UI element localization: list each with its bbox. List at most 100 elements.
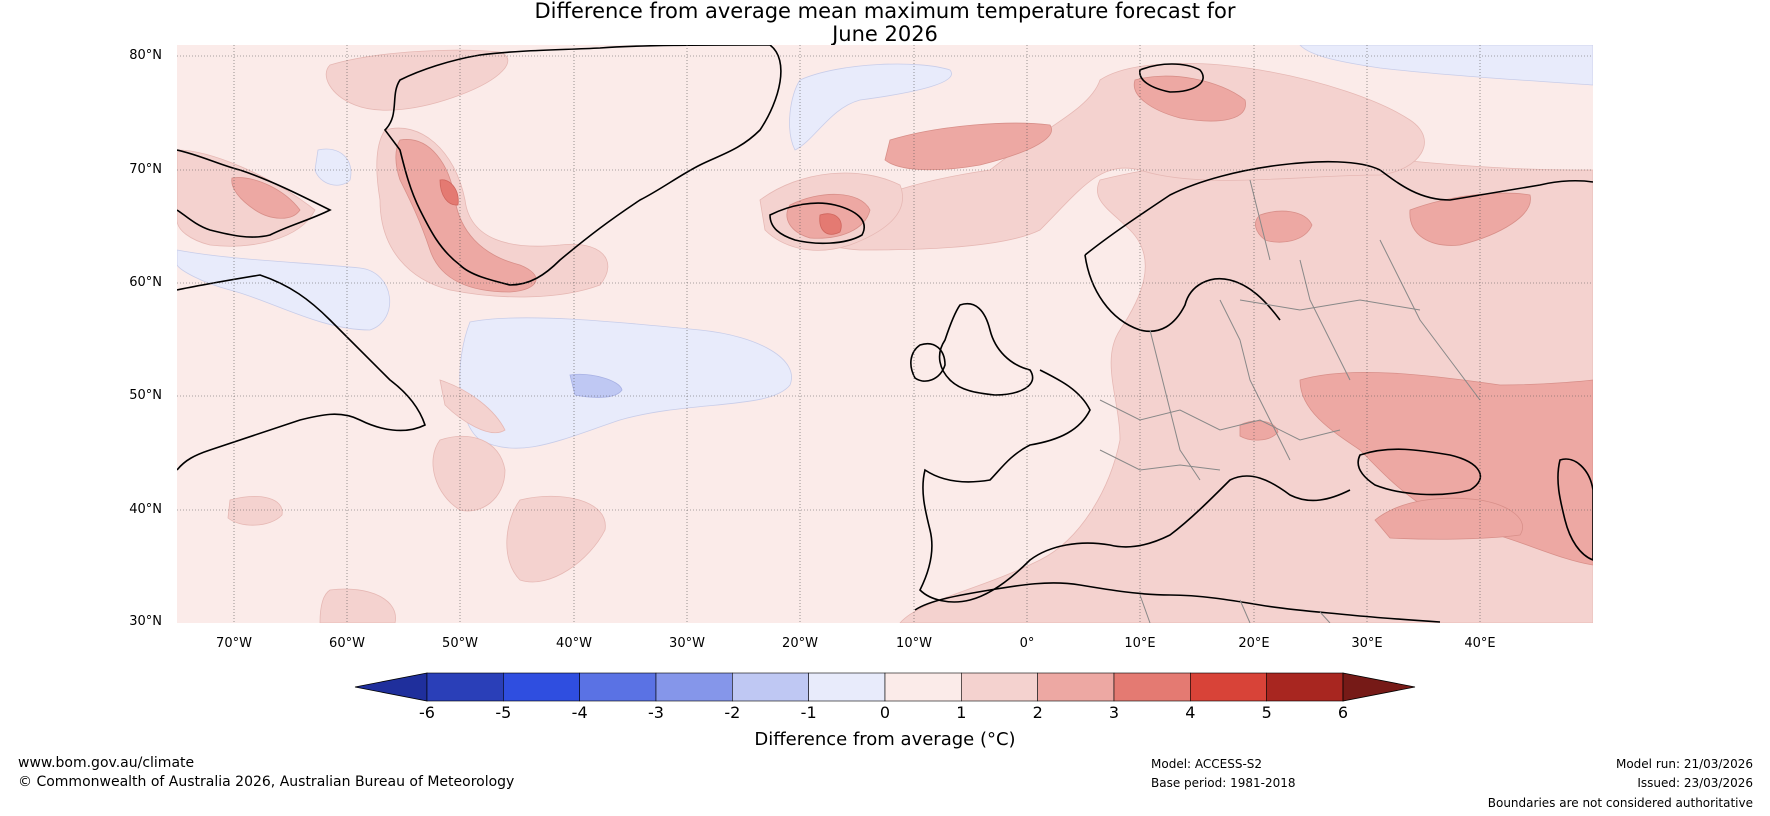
- anomaly-region-warmer-white-sea: [1409, 192, 1531, 246]
- colorbar-cell--5-to--4: [503, 672, 580, 702]
- footer-base-period: Base period: 1981-2018: [1151, 776, 1296, 790]
- country-borders: [1099, 179, 1481, 623]
- colorbar-tick-label: -3: [648, 703, 664, 722]
- colorbar-cell--4-to--3: [579, 672, 657, 702]
- coastline-africa: [914, 582, 1441, 623]
- anomaly-region-warm-nova-scotia: [439, 379, 506, 434]
- anomaly-region-cool-labrador: [177, 249, 391, 331]
- colorbar-cell-3-to-4: [1113, 672, 1191, 702]
- anomaly-region-cool-fram: [789, 63, 952, 151]
- lon-label-10e: 10°E: [1124, 636, 1156, 651]
- footer-website: www.bom.gov.au/climate: [18, 755, 195, 771]
- colorbar-arrow-high: [1342, 672, 1416, 702]
- colorbar-arrow-low: [354, 672, 428, 702]
- colorbar-cell--2-to--1: [732, 672, 809, 702]
- colorbar-cell--1-to-0: [808, 672, 886, 702]
- colorbar-tick-label: -5: [495, 703, 512, 722]
- lon-label-10w: 10°W: [896, 636, 932, 651]
- anomaly-region-warm-bermuda: [227, 496, 283, 526]
- lon-label-30e: 30°E: [1351, 636, 1383, 651]
- anomaly-region-warmer-finland: [1255, 210, 1313, 243]
- lon-label-70w: 70°W: [216, 636, 252, 651]
- coastline-scandinavia: [1084, 254, 1281, 332]
- colorbar-tick-label: -2: [724, 703, 741, 722]
- graticule: [177, 45, 1593, 623]
- lon-label-60w: 60°W: [329, 636, 365, 651]
- anomaly-region-warm-mid-atlantic-2: [506, 495, 606, 583]
- lat-label-40n: 40°N: [129, 502, 162, 517]
- colorbar-tick-label: -6: [419, 703, 435, 722]
- anomaly-region-warmer-svalbard: [1133, 75, 1246, 122]
- footer-disclaimer: Boundaries are not considered authoritat…: [1487, 796, 1753, 810]
- colorbar-tick-label: 4: [1185, 703, 1196, 722]
- lon-label-20w: 20°W: [782, 636, 818, 651]
- anomaly-region-hot-iceland: [819, 213, 842, 235]
- colorbar-title: Difference from average (°C): [754, 729, 1016, 750]
- colorbar-cell-0-to-1: [884, 672, 962, 702]
- lon-label-20e: 20°E: [1238, 636, 1270, 651]
- border-africa: [1139, 594, 1331, 623]
- coastlines: [177, 45, 1593, 623]
- footer-model-run: Model run: 21/03/2026: [1615, 757, 1753, 771]
- coastline-labrador: [177, 274, 426, 471]
- lon-label-40e: 40°E: [1464, 636, 1496, 651]
- lon-label-0: 0°: [1019, 636, 1035, 651]
- colorbar-tick-label: 5: [1261, 703, 1272, 722]
- coastline-black-sea: [1357, 448, 1482, 496]
- colorbar-tick-label: -1: [800, 703, 817, 722]
- border-europe-7: [1239, 299, 1421, 311]
- colorbar-tick-label: 3: [1108, 703, 1120, 722]
- title-line-1: Difference from average mean maximum tem…: [534, 0, 1236, 23]
- lat-label-60n: 60°N: [129, 275, 162, 290]
- anomaly-region-warm-sargasso: [319, 588, 396, 623]
- colorbar-tick-label: 1: [956, 703, 967, 722]
- colorbar-cell-5-to-6: [1266, 672, 1344, 702]
- title-line-2: June 2026: [832, 22, 938, 46]
- coastline-caspian: [1557, 458, 1593, 561]
- coastline-greenland: [383, 45, 782, 286]
- lat-label-30n: 30°N: [129, 614, 162, 629]
- coastline-baffin-island: [177, 149, 332, 238]
- colorbar-tick-label: -4: [571, 703, 588, 722]
- coastline-british-isles: [938, 303, 1034, 396]
- chart-title: Difference from average mean maximum tem…: [0, 0, 1770, 46]
- colorbar-tick-label: 2: [1032, 703, 1043, 722]
- lat-label-70n: 70°N: [129, 162, 162, 177]
- colorbar-cell-4-to-5: [1190, 672, 1267, 702]
- colorbar-cell-1-to-2: [961, 672, 1038, 702]
- anomaly-region-warm-mid-atlantic-1: [432, 435, 506, 512]
- colorbar-cell-2-to-3: [1037, 672, 1115, 702]
- lat-label-50n: 50°N: [129, 388, 162, 403]
- border-europe-6: [1379, 239, 1481, 401]
- anomaly-region-warmer-turkey: [1374, 497, 1523, 540]
- anomaly-region-cool-arctic: [1299, 45, 1593, 86]
- border-europe-3: [1219, 299, 1291, 461]
- anomaly-region-hot-greenland-coast: [439, 179, 459, 206]
- coastline-svalbard: [1139, 63, 1204, 93]
- coastline-ireland: [910, 343, 946, 382]
- anomaly-region-warmer-fram-strait: [884, 122, 1052, 171]
- anomaly-region-cool-baffin: [314, 148, 352, 186]
- colorbar-cell--3-to--2: [655, 672, 733, 702]
- colorbar: [354, 672, 1416, 702]
- footer-model: Model: ACCESS-S2: [1151, 757, 1263, 771]
- coastline-western-europe: [919, 369, 1351, 603]
- border-europe-4: [1299, 259, 1351, 381]
- lon-label-30w: 30°W: [669, 636, 705, 651]
- anomaly-region-warm-arctic-ocean: [325, 49, 509, 111]
- border-europe-2: [1149, 329, 1201, 481]
- footer-issued: Issued: 23/03/2026: [1637, 776, 1753, 790]
- border-europe-8: [1249, 179, 1271, 261]
- anomaly-region-cool-north-atlantic-core: [569, 373, 623, 398]
- colorbar-tick-label: 6: [1337, 703, 1349, 722]
- coastline-iceland: [769, 202, 865, 245]
- anomaly-region-warmer-labrador: [231, 177, 301, 219]
- lon-label-50w: 50°W: [442, 636, 478, 651]
- lat-label-80n: 80°N: [129, 48, 162, 63]
- colorbar-cell--6-to--5: [426, 672, 504, 702]
- footer-copyright: © Commonwealth of Australia 2026, Austra…: [18, 774, 515, 790]
- border-europe-5: [1099, 449, 1221, 471]
- anomaly-region-warmer-ukraine-russia: [1299, 372, 1593, 566]
- colorbar-tick-label: 0: [879, 703, 891, 722]
